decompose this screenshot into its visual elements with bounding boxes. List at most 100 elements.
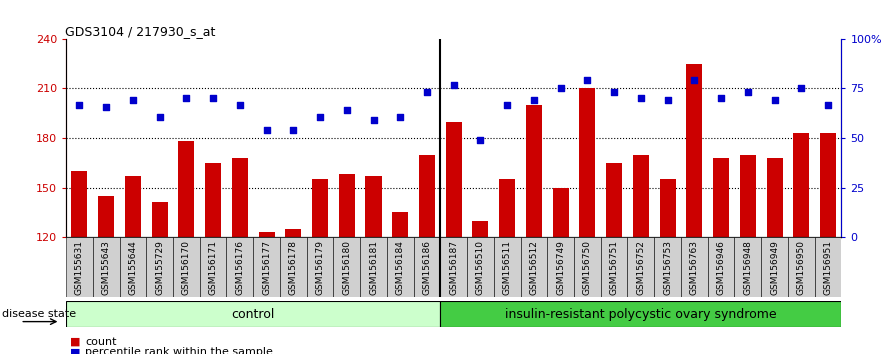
Bar <box>152 202 167 237</box>
Point <box>741 89 755 95</box>
Bar <box>366 176 381 237</box>
Bar <box>440 301 841 327</box>
Bar <box>71 171 87 237</box>
Point <box>661 97 675 103</box>
Point <box>527 97 541 103</box>
Text: GSM156177: GSM156177 <box>262 240 271 295</box>
Bar <box>93 237 120 297</box>
Text: GSM156753: GSM156753 <box>663 240 672 295</box>
Point <box>633 96 648 101</box>
Bar <box>173 237 200 297</box>
Text: GSM155643: GSM155643 <box>101 240 111 295</box>
Bar <box>788 237 815 297</box>
Text: percentile rank within the sample: percentile rank within the sample <box>85 347 273 354</box>
Point <box>206 96 220 101</box>
Text: GSM156751: GSM156751 <box>610 240 618 295</box>
Bar <box>200 237 226 297</box>
Bar <box>339 175 355 237</box>
Text: GSM156763: GSM156763 <box>690 240 699 295</box>
Text: GSM156511: GSM156511 <box>503 240 512 295</box>
Text: GSM156510: GSM156510 <box>476 240 485 295</box>
Bar <box>360 237 387 297</box>
Bar <box>333 237 360 297</box>
Point <box>473 137 487 143</box>
Text: GSM155644: GSM155644 <box>129 240 137 295</box>
Bar <box>713 158 729 237</box>
Text: GSM155631: GSM155631 <box>75 240 84 295</box>
Bar <box>253 237 280 297</box>
Text: GSM156512: GSM156512 <box>529 240 538 295</box>
Bar <box>740 155 756 237</box>
Bar <box>125 176 141 237</box>
Point <box>366 117 381 123</box>
Text: GSM156949: GSM156949 <box>770 240 779 295</box>
Text: disease state: disease state <box>2 309 76 319</box>
Point <box>393 114 407 119</box>
Bar <box>526 105 542 237</box>
Bar <box>655 237 681 297</box>
Text: GSM156176: GSM156176 <box>235 240 244 295</box>
Point <box>767 97 781 103</box>
Text: control: control <box>232 308 275 321</box>
Point <box>581 78 595 83</box>
Text: count: count <box>85 337 117 347</box>
Point <box>607 89 621 95</box>
Bar <box>547 237 574 297</box>
Bar <box>120 237 146 297</box>
Text: GDS3104 / 217930_s_at: GDS3104 / 217930_s_at <box>64 25 215 38</box>
Bar <box>793 133 810 237</box>
Bar <box>472 221 488 237</box>
Text: GSM156950: GSM156950 <box>796 240 806 295</box>
Bar <box>494 237 521 297</box>
Bar <box>707 237 735 297</box>
Point <box>714 96 728 101</box>
Text: GSM156951: GSM156951 <box>824 240 833 295</box>
Bar <box>446 121 462 237</box>
Bar <box>633 155 649 237</box>
Point <box>180 96 194 101</box>
Point <box>100 104 114 109</box>
Bar <box>660 179 676 237</box>
Text: GSM156181: GSM156181 <box>369 240 378 295</box>
Point <box>72 102 86 108</box>
Bar <box>307 237 333 297</box>
Bar <box>419 155 435 237</box>
Point <box>286 127 300 133</box>
Text: GSM156948: GSM156948 <box>744 240 752 295</box>
Bar <box>552 188 568 237</box>
Bar <box>467 237 494 297</box>
Bar <box>761 237 788 297</box>
Bar <box>574 237 601 297</box>
Bar <box>815 237 841 297</box>
Bar <box>232 158 248 237</box>
Bar <box>500 179 515 237</box>
Point <box>126 97 140 103</box>
Point <box>233 102 247 108</box>
Bar <box>280 237 307 297</box>
Text: ■: ■ <box>70 337 81 347</box>
Text: GSM156184: GSM156184 <box>396 240 404 295</box>
Point <box>794 86 808 91</box>
Bar <box>735 237 761 297</box>
Point <box>687 78 701 83</box>
Point <box>340 107 354 113</box>
Point <box>447 82 461 88</box>
Point <box>420 89 434 95</box>
Bar <box>392 212 408 237</box>
Bar <box>146 237 173 297</box>
Bar <box>258 232 275 237</box>
Bar <box>627 237 655 297</box>
Bar <box>66 301 440 327</box>
Bar <box>66 237 93 297</box>
Text: GSM156752: GSM156752 <box>636 240 646 295</box>
Text: GSM156750: GSM156750 <box>583 240 592 295</box>
Point <box>152 114 167 119</box>
Bar <box>178 141 195 237</box>
Text: GSM156180: GSM156180 <box>343 240 352 295</box>
Bar <box>226 237 253 297</box>
Text: GSM156179: GSM156179 <box>315 240 324 295</box>
Point <box>260 127 274 133</box>
Point <box>313 114 327 119</box>
Text: GSM156171: GSM156171 <box>209 240 218 295</box>
Text: GSM156170: GSM156170 <box>181 240 191 295</box>
